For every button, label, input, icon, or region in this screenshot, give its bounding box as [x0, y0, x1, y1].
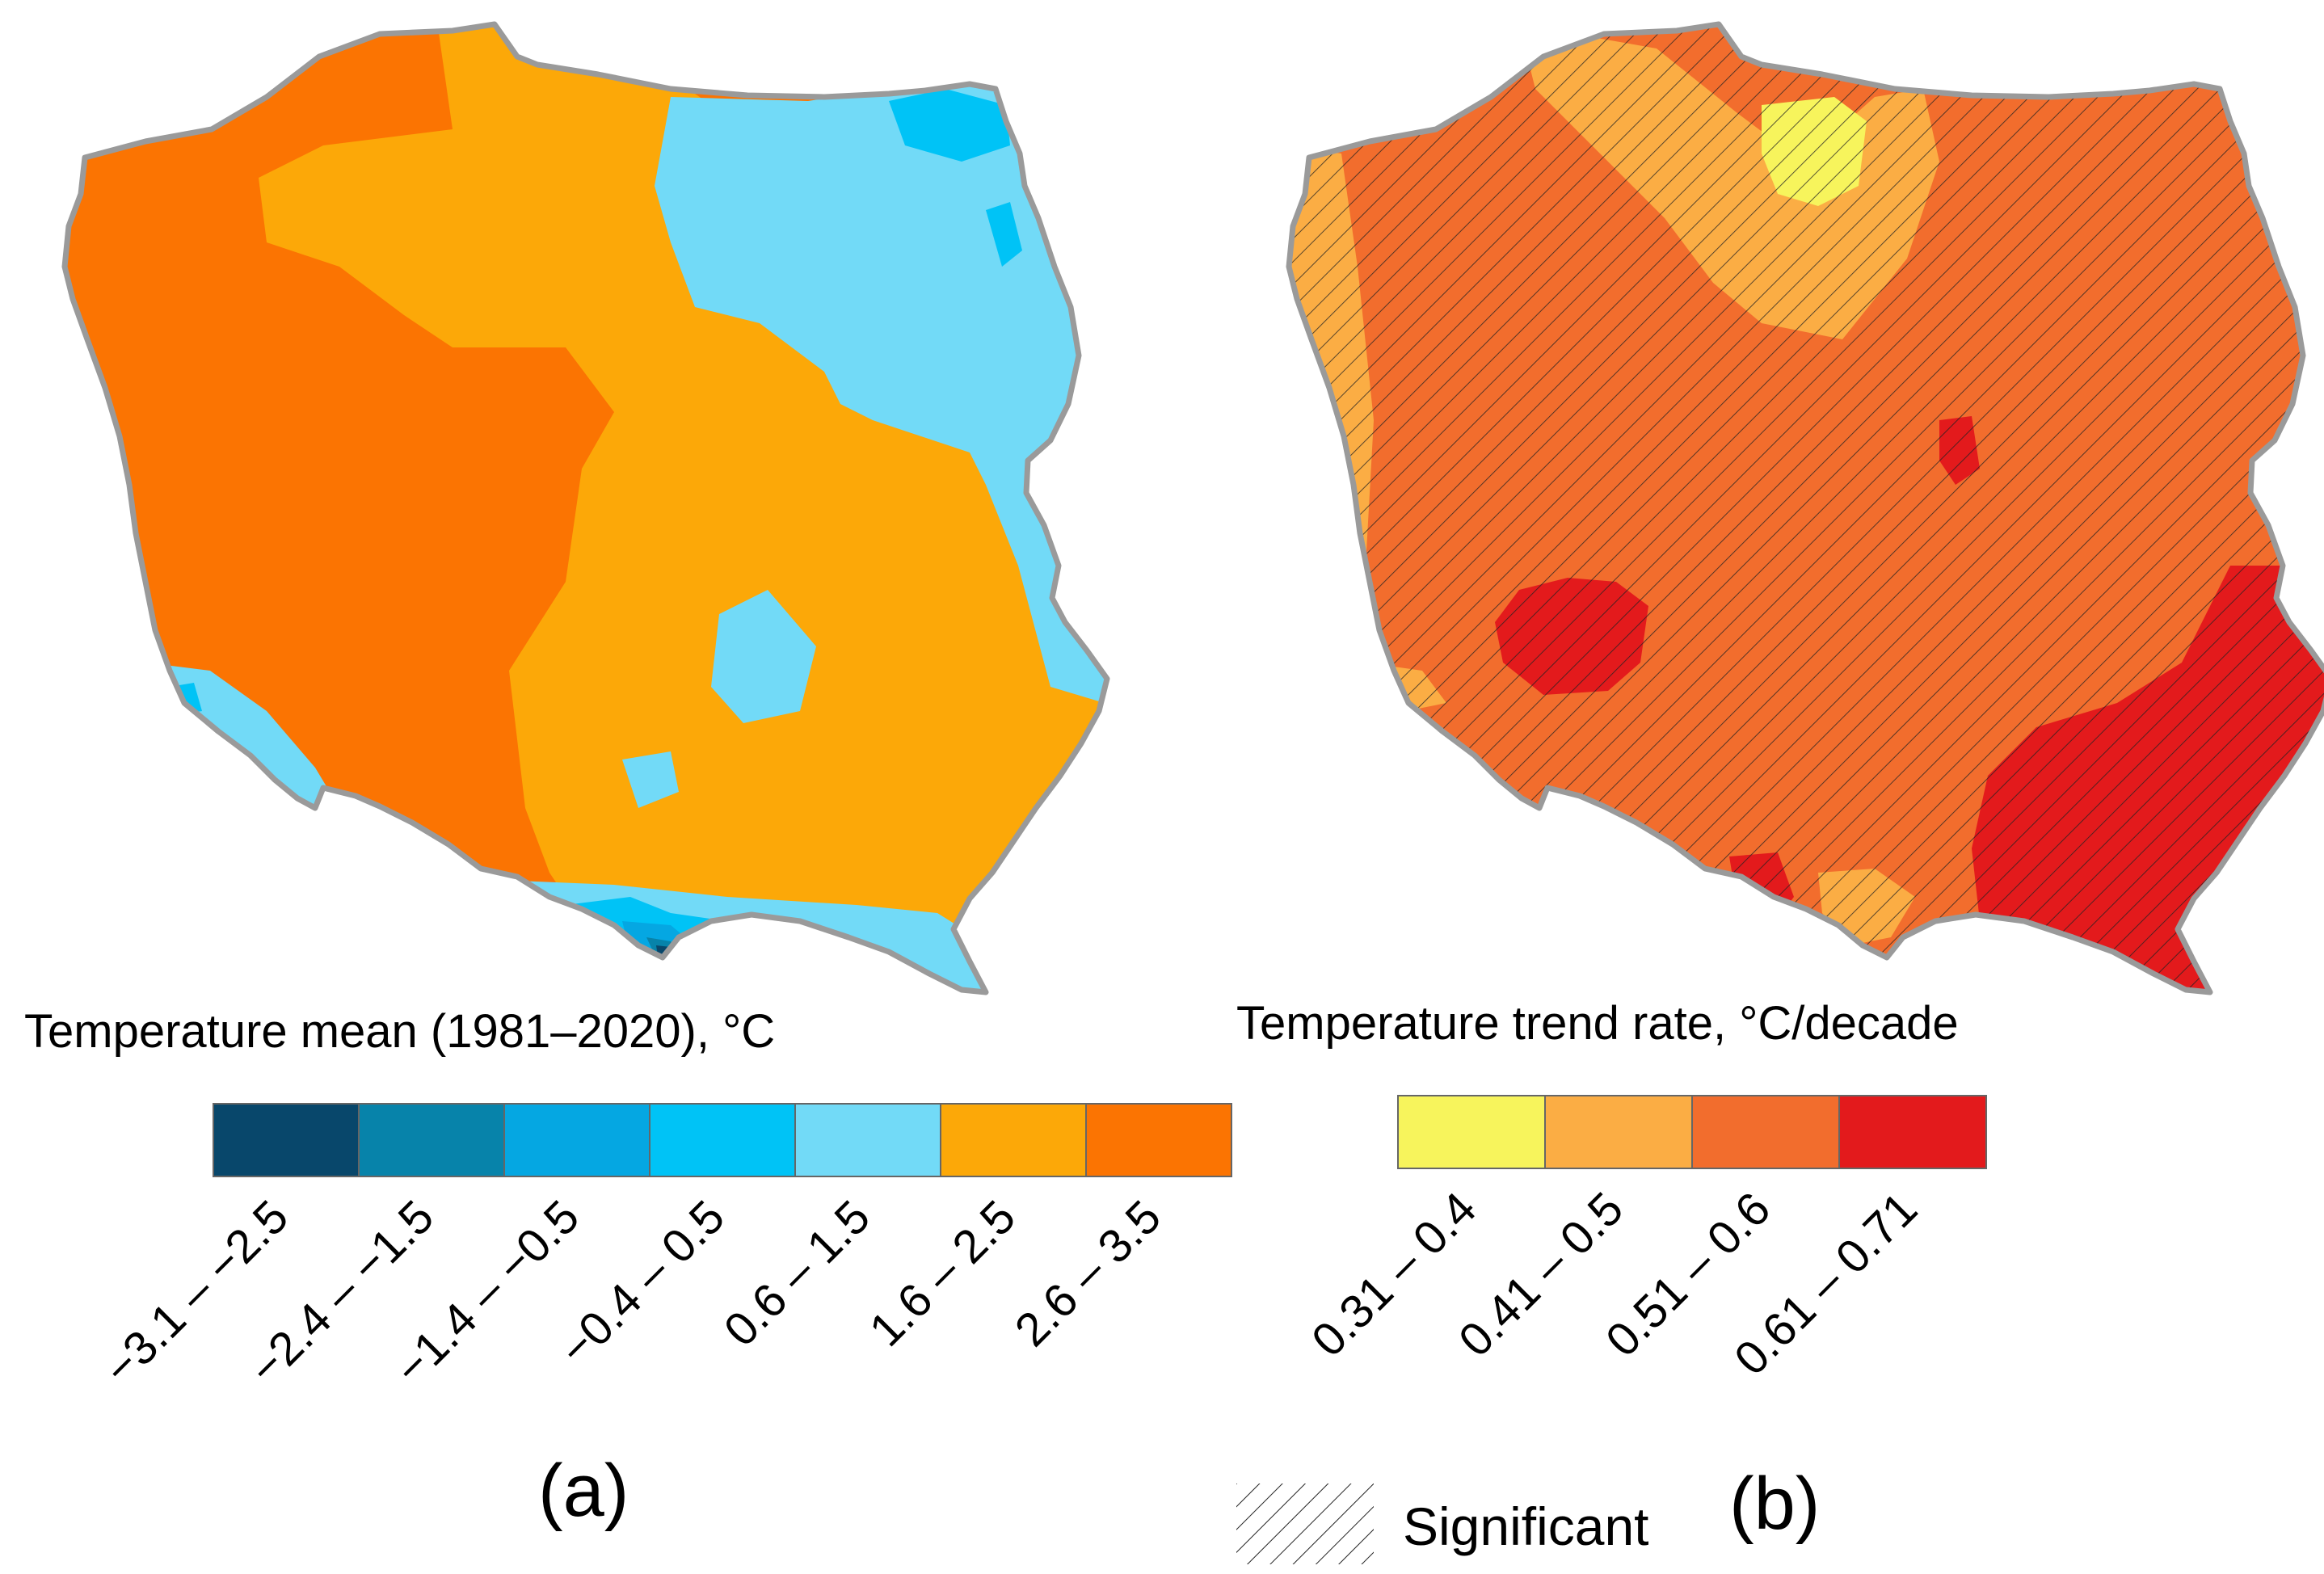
- legend-b-swatch-1: [1544, 1095, 1693, 1169]
- legend-a-swatch-4: [794, 1103, 941, 1177]
- legend-a-swatch-2: [503, 1103, 650, 1177]
- zone-b-0.31-0.4-west: [1301, 469, 1341, 549]
- zone-a-minus0.4-0.5-ne: [889, 89, 1010, 162]
- zone-a-0.6-1.5-small: [622, 751, 679, 808]
- legend-a-swatch-1: [358, 1103, 505, 1177]
- panel-a-label: (a): [538, 1450, 629, 1532]
- legend-a-label-5: 1.6 – 2.5: [860, 1190, 1026, 1357]
- legend-b-swatch-0: [1397, 1095, 1546, 1169]
- panel-a-title: Temperature mean (1981–2020), °C: [24, 1005, 775, 1058]
- legend-a-swatch-0: [213, 1103, 360, 1177]
- legend-b-swatch-2: [1691, 1095, 1840, 1169]
- significance-swatch: [1236, 1484, 1374, 1564]
- legend-a-label-6: 2.6 – 3.5: [1005, 1190, 1172, 1357]
- zone-a-0.6-1.5-center: [711, 590, 816, 723]
- zone-a-1.6-2.5: [259, 24, 1107, 992]
- panel-b-title: Temperature trend rate, °C/decade: [1236, 997, 1959, 1050]
- legend-a-swatch-6: [1085, 1103, 1232, 1177]
- legend-a-swatch-3: [649, 1103, 796, 1177]
- legend-a-label-4: 0.6 – 1.5: [714, 1190, 881, 1357]
- legend-b: 0.31 – 0.4 0.41 – 0.5 0.51 – 0.6 0.61 – …: [1302, 1095, 1987, 1385]
- panel-b-label: (b): [1729, 1462, 1820, 1545]
- map-b: [1212, 0, 2324, 1050]
- map-a: [0, 0, 1172, 1050]
- zone-a-minus0.4-0.5-east: [986, 202, 1022, 267]
- legend-b-swatch-3: [1838, 1095, 1987, 1169]
- legend-a-swatch-5: [940, 1103, 1087, 1177]
- significance-label: Significant: [1403, 1496, 1649, 1556]
- significance-key: Significant: [1236, 1484, 1649, 1564]
- legend-a: −3.1 – −2.5 −2.4 – −1.5 −1.4 – −0.5 −0.4…: [94, 1103, 1232, 1395]
